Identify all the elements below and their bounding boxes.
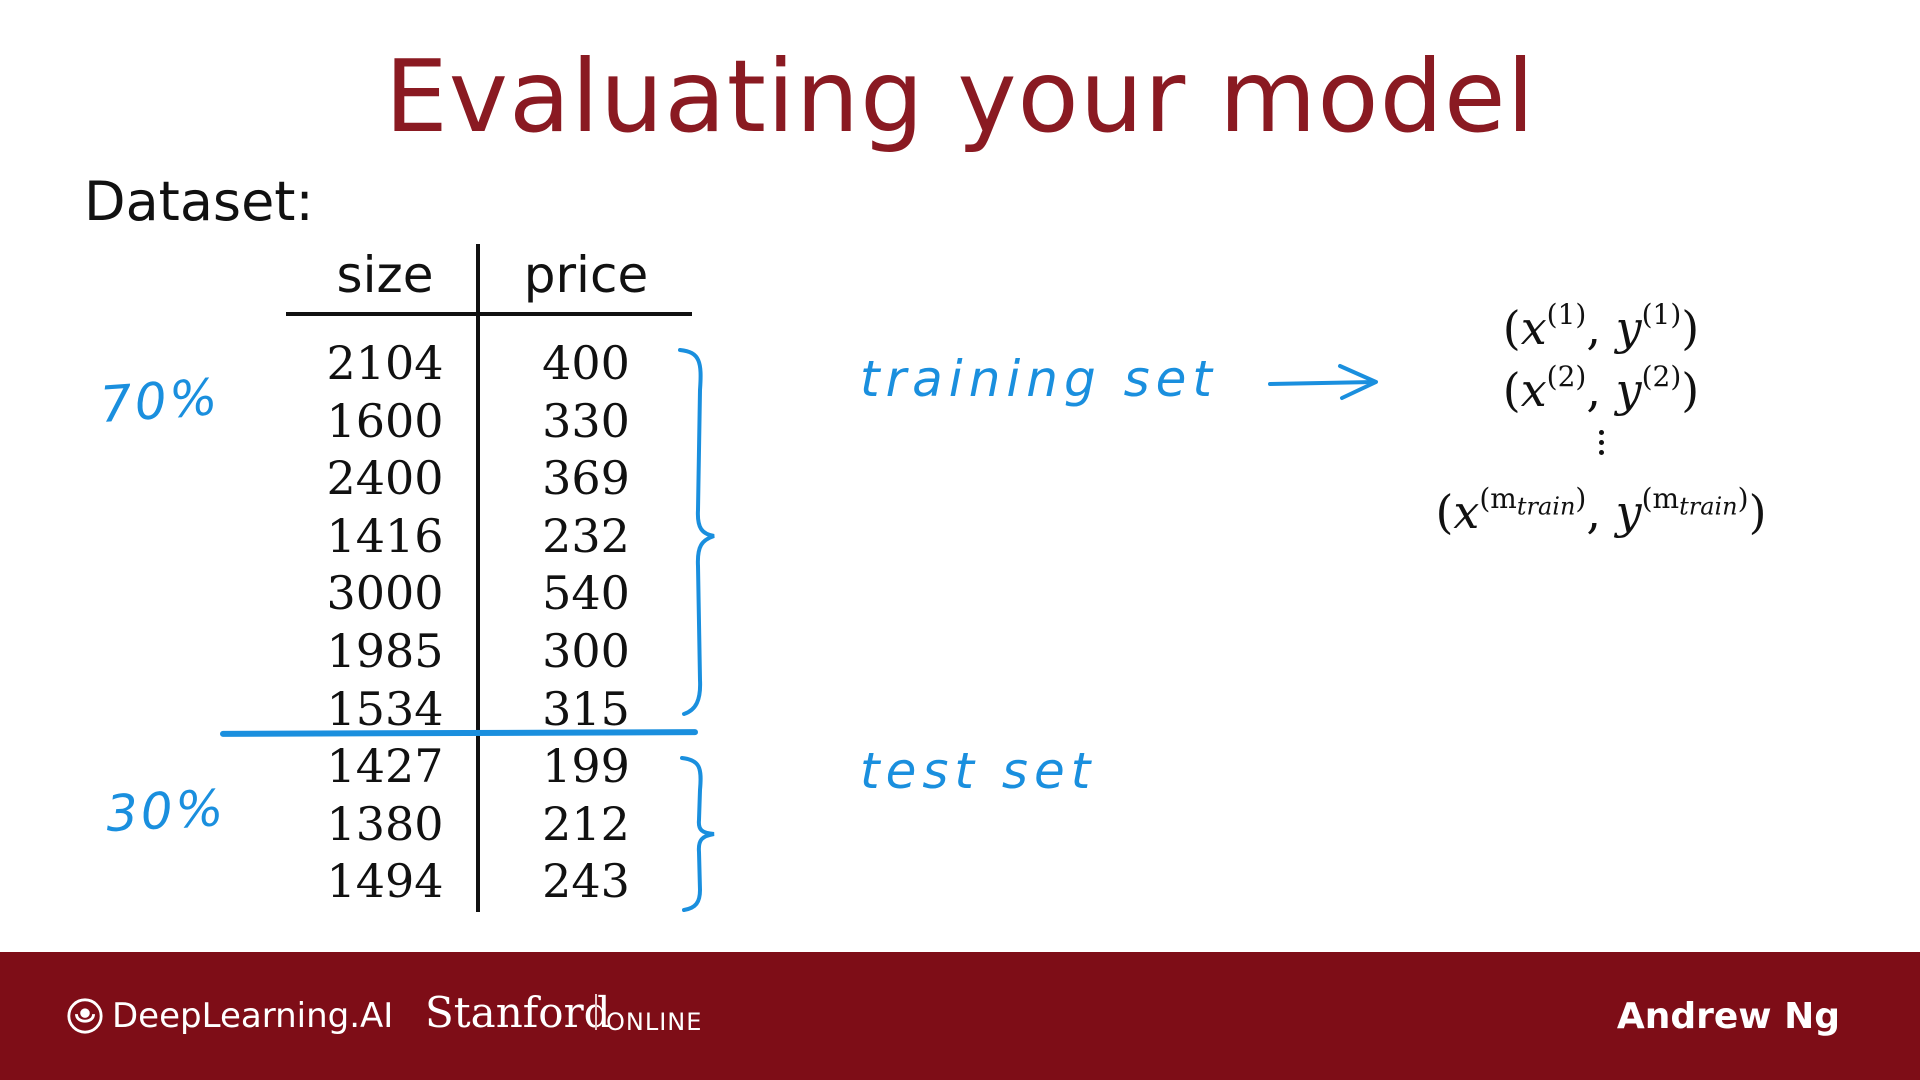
cell-price: 540 — [542, 566, 630, 621]
cell-price: 199 — [542, 739, 630, 794]
y-superscript-close: ) — [1737, 482, 1749, 515]
x-superscript: (2) — [1546, 360, 1587, 393]
x-superscript-close: ) — [1575, 482, 1587, 515]
training-brace-icon — [678, 348, 715, 716]
deeplearning-ai-logo-icon — [67, 998, 103, 1034]
cell-size: 2400 — [326, 451, 444, 506]
column-header-size: size — [336, 246, 434, 304]
cell-size: 1380 — [326, 796, 444, 851]
table-header-rule — [286, 312, 692, 316]
deeplearning-ai-logo: DeepLearning.AI — [66, 996, 393, 1036]
cell-size: 1416 — [326, 508, 444, 563]
x-superscript: (1) — [1546, 298, 1587, 331]
stanford-logo-text: Stanford — [425, 988, 611, 1037]
test-set-label: test set — [860, 742, 1097, 800]
x-symbol: x — [1453, 485, 1480, 539]
y-symbol: y — [1615, 485, 1642, 539]
presenter-name: Andrew Ng — [1616, 996, 1840, 1037]
annotation-strokes — [678, 348, 1378, 912]
slide-title: Evaluating your model — [384, 38, 1536, 155]
cell-size: 3000 — [326, 566, 444, 621]
table-column-divider — [476, 244, 480, 912]
example-1: (x(1), y(1)) — [1502, 298, 1700, 355]
cell-size: 1494 — [326, 854, 444, 909]
deeplearning-ai-text: DeepLearning.AI — [112, 996, 394, 1036]
x-superscript: (m — [1479, 482, 1517, 515]
example-m-train: (x(mtrain), y(mtrain)) — [1435, 482, 1767, 539]
cell-price: 232 — [542, 508, 630, 563]
slide: Evaluating your model Dataset: size pric… — [84, 38, 1767, 912]
test-brace-icon — [680, 756, 715, 912]
cell-price: 315 — [542, 681, 630, 736]
cell-size: 2104 — [326, 336, 444, 390]
x-subscript: train — [1516, 492, 1576, 521]
vertical-ellipsis-icon — [1591, 430, 1611, 460]
cell-size: 1600 — [326, 393, 444, 448]
cell-size: 1534 — [326, 681, 444, 736]
y-subscript: train — [1679, 492, 1738, 521]
stanford-online-text: ONLINE — [606, 1008, 703, 1036]
arrow-right-icon — [1268, 364, 1378, 400]
brand-divider — [595, 994, 597, 1030]
cell-price: 330 — [542, 393, 630, 448]
example-2: (x(2), y(2)) — [1502, 360, 1700, 417]
y-symbol: y — [1615, 301, 1642, 355]
y-superscript: (m — [1641, 482, 1680, 515]
cell-price: 212 — [542, 796, 630, 851]
cell-size: 1985 — [326, 624, 444, 678]
footer-bar: DeepLearning.AI Stanford ONLINE Andrew N… — [0, 952, 1920, 1080]
cell-price: 300 — [542, 624, 630, 678]
training-set-label: training set — [860, 350, 1219, 408]
cell-price: 400 — [542, 336, 630, 390]
y-symbol: y — [1615, 363, 1642, 417]
x-symbol: x — [1520, 301, 1547, 355]
cell-price: 243 — [542, 854, 630, 909]
x-symbol: x — [1520, 363, 1547, 417]
cell-price: 369 — [542, 451, 630, 506]
y-superscript: (1) — [1641, 298, 1682, 331]
dataset-label: Dataset: — [84, 170, 314, 233]
y-superscript: (2) — [1641, 360, 1682, 393]
column-header-price: price — [523, 246, 649, 304]
cell-size: 1427 — [326, 739, 444, 794]
